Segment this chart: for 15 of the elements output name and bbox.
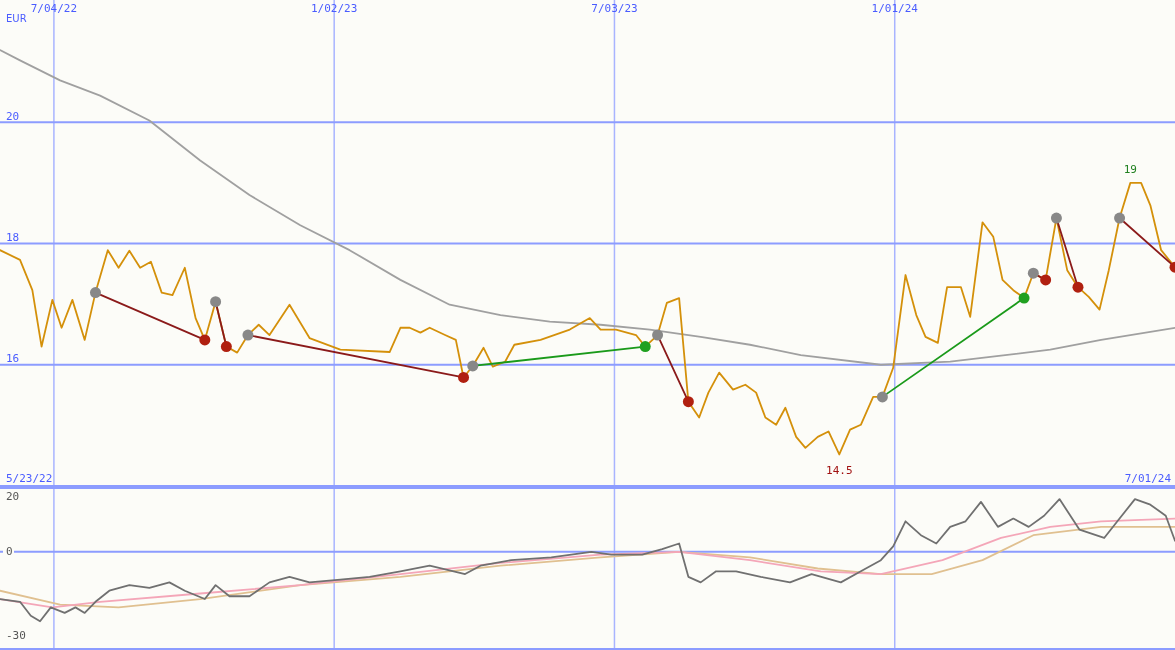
annotation: 5/23/22 <box>6 472 53 485</box>
y-tick-label: 20 <box>6 489 20 503</box>
annotation: 14.5 <box>826 463 853 477</box>
x-tick-label: 1/02/23 <box>310 2 358 15</box>
y-axis-title: EUR <box>6 13 27 24</box>
y-tick-label: 16 <box>6 352 20 366</box>
annotation: 7/01/24 <box>1124 472 1172 485</box>
y-tick-label: -30 <box>6 628 26 642</box>
y-tick-label: 0 <box>6 545 13 559</box>
annotation: 19 <box>1123 162 1137 176</box>
y-tick-label: 18 <box>6 231 20 244</box>
y-tick-label: 20 <box>6 109 20 123</box>
x-tick-label: 7/04/22 <box>30 2 78 15</box>
x-tick-label: 1/01/24 <box>871 2 919 15</box>
x-tick-label: 7/03/23 <box>591 2 638 15</box>
